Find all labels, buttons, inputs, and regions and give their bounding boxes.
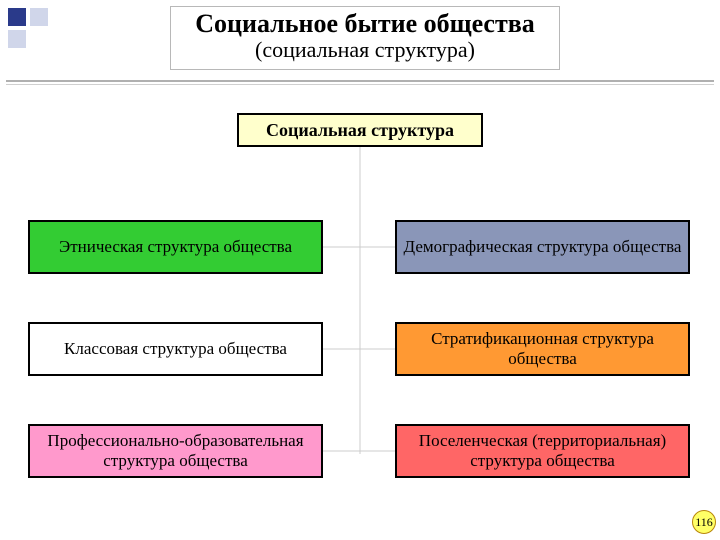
- corner-decor: [8, 8, 68, 58]
- slide-title: Социальное бытие общества: [177, 9, 553, 39]
- node-class: Классовая структура общества: [28, 322, 323, 376]
- decor-square: [8, 30, 26, 48]
- node-label: Стратификационная структура общества: [401, 329, 684, 368]
- page-number-badge: 116: [692, 510, 716, 534]
- node-label: Поселенческая (территориальная) структур…: [401, 431, 684, 470]
- divider: [6, 80, 714, 82]
- node-label: Этническая структура общества: [59, 237, 292, 257]
- node-ethnic: Этническая структура общества: [28, 220, 323, 274]
- decor-square: [8, 8, 26, 26]
- root-label: Социальная структура: [266, 120, 454, 141]
- page-number: 116: [695, 515, 713, 530]
- node-demographic: Демографическая структура общества: [395, 220, 690, 274]
- divider: [6, 84, 714, 85]
- node-label: Демографическая структура общества: [404, 237, 682, 257]
- node-settlement: Поселенческая (территориальная) структур…: [395, 424, 690, 478]
- root-node: Социальная структура: [237, 113, 483, 147]
- decor-square: [30, 8, 48, 26]
- title-box: Социальное бытие общества (социальная ст…: [170, 6, 560, 70]
- node-label: Классовая структура общества: [64, 339, 287, 359]
- slide-subtitle: (социальная структура): [177, 37, 553, 63]
- node-stratification: Стратификационная структура общества: [395, 322, 690, 376]
- node-label: Профессионально-образовательная структур…: [34, 431, 317, 470]
- node-professional: Профессионально-образовательная структур…: [28, 424, 323, 478]
